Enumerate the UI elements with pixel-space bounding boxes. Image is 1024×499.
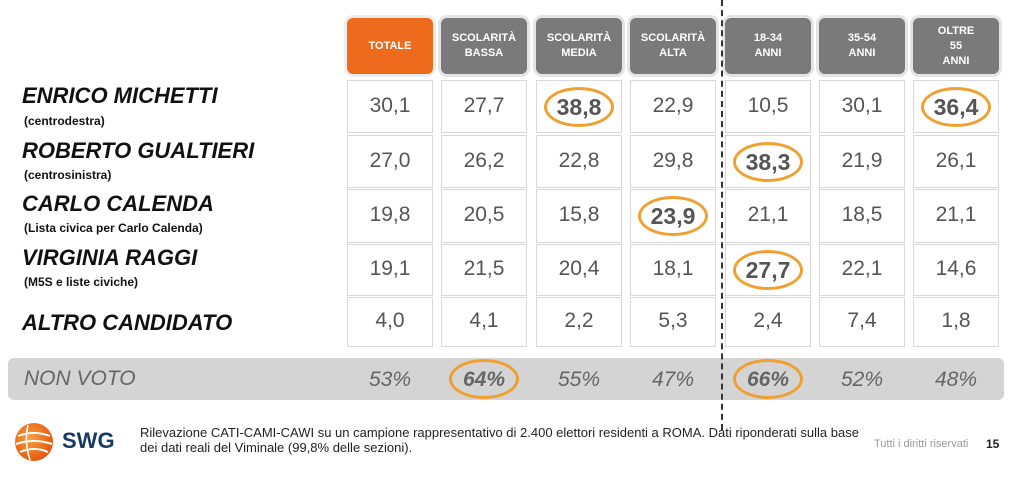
- highlight-ring: [449, 359, 519, 399]
- table-cell: [819, 80, 905, 133]
- table-cell: [725, 297, 811, 347]
- table-cell: [536, 189, 622, 243]
- highlight-ring: [638, 196, 708, 236]
- non-voto-value: 53%: [368, 368, 412, 391]
- column-header: 18-34 ANNI: [725, 18, 811, 74]
- non-voto-value: 52%: [840, 368, 884, 391]
- table-cell: [347, 189, 433, 243]
- candidate-coalition: (centrosinistra): [24, 168, 112, 182]
- non-voto-value: 47%: [651, 368, 695, 391]
- cell-value: 4,0: [375, 309, 405, 332]
- methodology-note: Rilevazione CATI-CAMI-CAWI su un campion…: [140, 425, 859, 455]
- highlight-ring: [544, 86, 614, 127]
- highlight-ring: [733, 359, 803, 399]
- candidate-coalition: (centrodestra): [24, 114, 105, 128]
- non-voto-label: NON VOTO: [24, 367, 136, 390]
- table-cell: [347, 244, 433, 296]
- non-voto-value: 55%: [557, 368, 601, 391]
- cell-value: 20,4: [558, 257, 600, 280]
- table-cell: [630, 135, 716, 188]
- cell-value: 19,1: [369, 257, 411, 280]
- table-cell: [725, 80, 811, 133]
- cell-value: 1,8: [941, 309, 971, 332]
- cell-value: 27,7: [463, 93, 505, 117]
- cell-value: 7,4: [847, 309, 877, 332]
- cell-value: 29,8: [652, 148, 694, 172]
- logo-text: SWG: [62, 428, 115, 453]
- candidate-name: ROBERTO GUALTIERI: [22, 138, 255, 163]
- cell-value: 30,1: [841, 93, 883, 117]
- candidate-name: ENRICO MICHETTI: [22, 83, 218, 108]
- table-cell: [441, 135, 527, 188]
- table-cell: [441, 189, 527, 243]
- cell-value: 26,2: [463, 148, 505, 172]
- table-cell: [347, 80, 433, 133]
- highlight-ring: [921, 86, 991, 127]
- cell-value: 19,8: [369, 203, 411, 226]
- column-header: SCOLARITÀ ALTA: [630, 18, 716, 74]
- cell-value: 15,8: [558, 203, 600, 226]
- table-cell: [441, 297, 527, 347]
- column-header: SCOLARITÀ BASSA: [441, 18, 527, 74]
- table-cell: [630, 80, 716, 133]
- table-cell: [536, 297, 622, 347]
- table-cell: [536, 244, 622, 296]
- cell-value: 5,3: [658, 309, 688, 332]
- cell-value: 14,6: [935, 257, 977, 280]
- cell-value: 22,1: [841, 257, 883, 280]
- table-cell: [347, 135, 433, 188]
- table-cell: [347, 297, 433, 347]
- column-header: TOTALE: [347, 18, 433, 74]
- cell-value: 21,9: [841, 148, 883, 172]
- cell-value: 18,1: [652, 257, 694, 280]
- cell-value: 21,1: [935, 203, 977, 226]
- cell-value: 22,8: [558, 148, 600, 172]
- cell-value: 21,5: [463, 257, 505, 280]
- column-header: SCOLARITÀ MEDIA: [536, 18, 622, 74]
- table-cell: [819, 297, 905, 347]
- table-cell: [913, 189, 999, 243]
- table-cell: [913, 244, 999, 296]
- cell-value: 30,1: [369, 93, 411, 117]
- cell-value: 18,5: [841, 203, 883, 226]
- age-divider-line: [721, 0, 723, 430]
- column-header: OLTRE 55 ANNI: [913, 18, 999, 74]
- table-cell: [819, 135, 905, 188]
- candidate-name: ALTRO CANDIDATO: [22, 310, 233, 335]
- table-cell: [819, 189, 905, 243]
- candidate-coalition: (M5S e liste civiche): [24, 275, 139, 289]
- table-cell: [630, 244, 716, 296]
- highlight-ring: [733, 141, 803, 182]
- candidate-name: CARLO CALENDA: [22, 191, 214, 216]
- table-cell: [725, 189, 811, 243]
- cell-value: 27,0: [369, 148, 411, 172]
- cell-value: 20,5: [463, 203, 505, 226]
- cell-value: 21,1: [747, 203, 789, 226]
- cell-value: 2,4: [753, 309, 783, 332]
- cell-value: 22,9: [652, 93, 694, 117]
- table-cell: [630, 297, 716, 347]
- table-cell: [819, 244, 905, 296]
- table-cell: [913, 297, 999, 347]
- page-number: 15: [986, 437, 1000, 451]
- non-voto-value: 48%: [934, 368, 978, 391]
- cell-value: 2,2: [564, 309, 594, 332]
- swg-logo-icon: [15, 423, 53, 461]
- table-cell: [913, 135, 999, 188]
- candidate-coalition: (Lista civica per Carlo Calenda): [24, 221, 203, 235]
- table-cell: [441, 80, 527, 133]
- column-header: 35-54 ANNI: [819, 18, 905, 74]
- rights-notice: Tutti i diritti riservati: [874, 438, 969, 450]
- highlight-ring: [733, 250, 803, 290]
- table-cell: [536, 135, 622, 188]
- candidate-name: VIRGINIA RAGGI: [22, 245, 198, 270]
- cell-value: 4,1: [469, 309, 499, 332]
- cell-value: 10,5: [747, 93, 789, 117]
- table-cell: [441, 244, 527, 296]
- cell-value: 26,1: [935, 148, 977, 172]
